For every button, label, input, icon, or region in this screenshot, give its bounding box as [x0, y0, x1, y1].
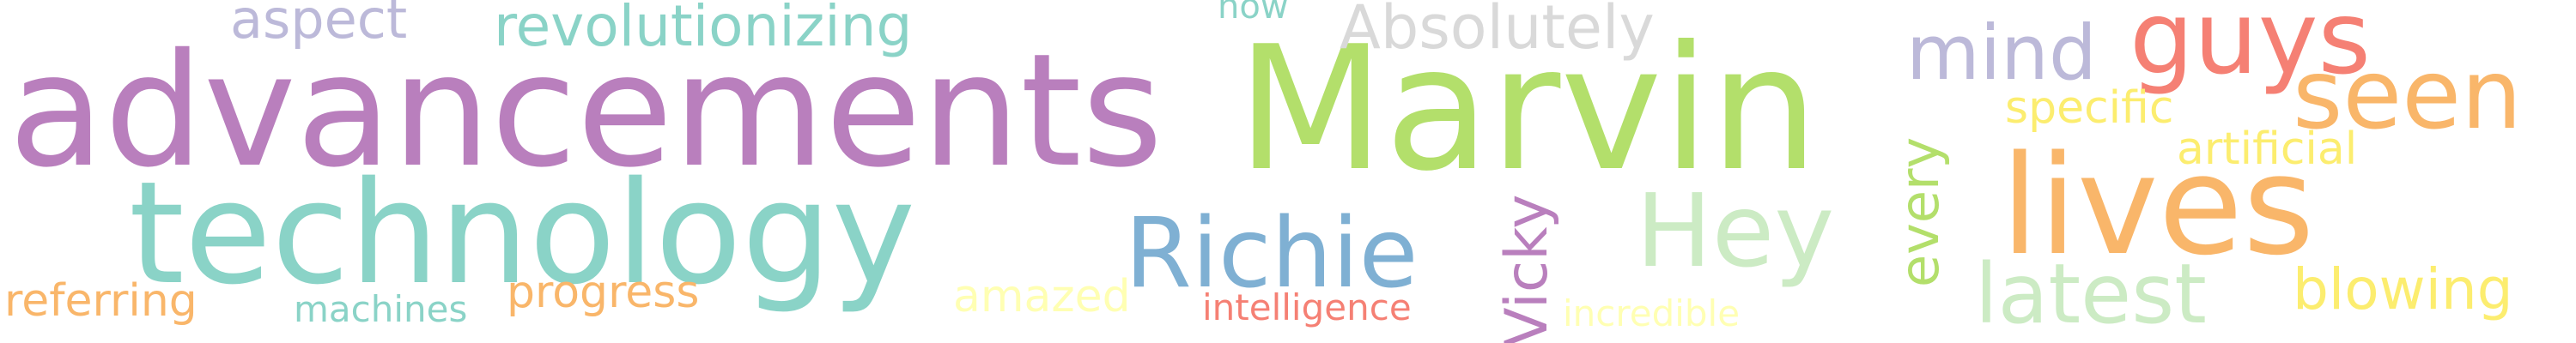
word-guys: guys [2129, 0, 2371, 97]
word-revolutionizing: revolutionizing [494, 0, 913, 59]
word-technology: technology [129, 151, 916, 316]
word-progress: progress [507, 267, 700, 318]
word-richie: Richie [1125, 198, 1419, 310]
word-incredible: incredible [1563, 292, 1741, 334]
word-intelligence: intelligence [1202, 286, 1412, 328]
word-marvin: Marvin [1236, 9, 1820, 209]
word-specific: specific [2005, 82, 2174, 134]
word-mind: mind [1906, 9, 2097, 97]
word-hey: Hey [1636, 172, 1835, 290]
word-seen: seen [2293, 39, 2523, 151]
word-machines: machines [294, 288, 468, 330]
word-amazed: amazed [953, 271, 1131, 322]
word-absolutely: Absolutely [1340, 0, 1655, 63]
word-lives: lives [2001, 125, 2315, 286]
word-aspect: aspect [230, 0, 408, 51]
word-now: now [1218, 0, 1289, 27]
word-advancements: advancements [9, 20, 1163, 202]
word-referring: referring [4, 275, 197, 327]
word-artificial: artificial [2177, 123, 2358, 175]
word-every: every [1888, 136, 1951, 287]
word-vicky: Vicky [1493, 194, 1561, 343]
word-blowing: blowing [2293, 256, 2513, 322]
word-latest: latest [1975, 246, 2207, 342]
